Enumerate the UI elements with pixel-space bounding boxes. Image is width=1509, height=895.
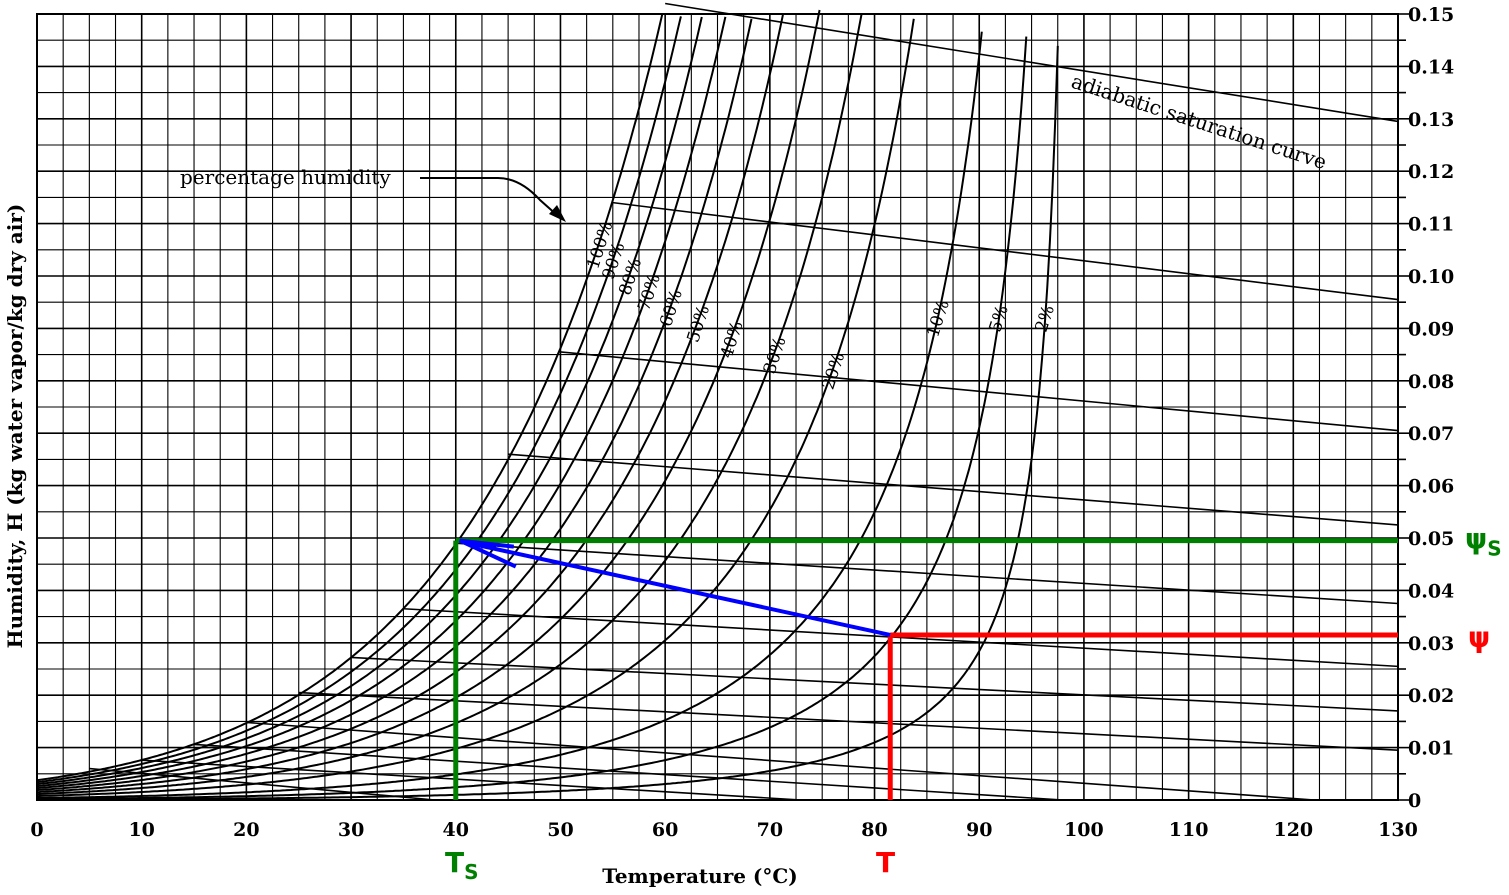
adiabatic-path-arrow (461, 539, 891, 637)
x-tick-label: 60 (652, 819, 678, 841)
humidity-label: 20% (819, 350, 850, 392)
x-tick-label: 40 (443, 819, 469, 841)
humidity-label: 60% (656, 287, 687, 329)
humidity-curve (36, 16, 703, 786)
humidity-curve (36, 16, 727, 788)
humidity-curve (36, 16, 682, 784)
x-axis-label: Temperature (°C) (602, 864, 798, 888)
humidity-curve (36, 18, 915, 798)
percentage-labels: 100%90%80%70%60%50% 40% 30% 20%10% 5% 2% (583, 219, 1059, 392)
y-axis-label: Humidity, H (kg water vapor/kg dry air) (3, 204, 27, 649)
humidity-label: 2% (1032, 303, 1059, 335)
humidity-curve (37, 45, 1059, 801)
x-tick-label: 110 (1169, 819, 1209, 841)
x-tick-label: 70 (757, 819, 783, 841)
adiabatic-line (560, 351, 1399, 432)
humidity-curve (36, 14, 863, 796)
y-tick-label: 0.05 (1408, 528, 1454, 550)
ts-label: TS (445, 846, 479, 884)
y-tick-label: 0.11 (1408, 214, 1454, 236)
y-tick-label: 0.04 (1408, 580, 1454, 602)
x-tick-label: 0 (30, 819, 43, 841)
adiabatic-line (89, 767, 435, 801)
x-tick-label: 80 (861, 819, 887, 841)
t-label: T (876, 846, 895, 879)
x-tick-label: 30 (338, 819, 364, 841)
y-tick-label: 0.08 (1408, 371, 1454, 393)
adiabatic-line (141, 759, 802, 801)
percentage-humidity-label: percentage humidity (180, 165, 391, 189)
y-tick-label: 0 (1408, 790, 1421, 812)
y-tick-label: 0.01 (1408, 738, 1454, 760)
adiabatic-line (455, 542, 1399, 605)
tick-labels: 0 10 20 30 40 50 60 70 80 90 100 110 120 130 0 0.01 0.02… (30, 4, 1454, 841)
adiabatic-line (351, 656, 1399, 712)
x-tick-label: 50 (547, 819, 573, 841)
adiabatic-line (403, 607, 1399, 668)
y-tick-label: 0.10 (1408, 266, 1454, 288)
overlay-lines: TS TψS ψ (445, 523, 1502, 884)
percentage-humidity-arrow (420, 177, 559, 217)
y-tick-label: 0.07 (1408, 423, 1454, 445)
humidity-curve (36, 18, 753, 790)
x-tick-label: 20 (233, 819, 259, 841)
psi-label: ψ (1468, 621, 1490, 654)
psi-s-label: ψS (1465, 523, 1502, 561)
humidity-label: 50% (683, 303, 714, 345)
adiabatic-saturation-label: adiabatic saturation curve (1068, 69, 1329, 174)
humidity-label: 5% (986, 303, 1013, 335)
arrow-head-icon (549, 205, 566, 222)
y-tick-label: 0.15 (1408, 4, 1454, 26)
x-tick-label: 10 (128, 819, 154, 841)
adiabatic-line (193, 743, 1064, 801)
adiabatic-line (612, 201, 1399, 301)
x-tick-label: 90 (966, 819, 992, 841)
humidity-curve (37, 36, 1028, 800)
x-tick-label: 130 (1378, 819, 1418, 841)
adiabatic-line (298, 691, 1399, 752)
humidity-curve (36, 12, 664, 782)
x-tick-label: 120 (1273, 819, 1313, 841)
humidity-curve (36, 14, 784, 792)
humidity-label: 30% (760, 334, 791, 376)
humidity-curves (36, 9, 1059, 801)
humidity-curve (36, 9, 821, 794)
arrow-head-icon (458, 538, 517, 569)
adiabatic-line (665, 2, 1399, 123)
y-tick-label: 0.02 (1408, 685, 1454, 707)
y-tick-label: 0.14 (1408, 56, 1454, 78)
humidity-label: 10% (923, 298, 954, 340)
grid (36, 13, 1412, 801)
x-tick-label: 100 (1064, 819, 1104, 841)
y-tick-label: 0.03 (1408, 633, 1454, 655)
y-tick-label: 0.12 (1408, 161, 1454, 183)
y-tick-label: 0.06 (1408, 476, 1454, 498)
humidity-curve (37, 31, 983, 799)
adiabatic-line (508, 453, 1399, 526)
y-tick-label: 0.09 (1408, 318, 1454, 340)
y-tick-label: 0.13 (1408, 109, 1454, 131)
